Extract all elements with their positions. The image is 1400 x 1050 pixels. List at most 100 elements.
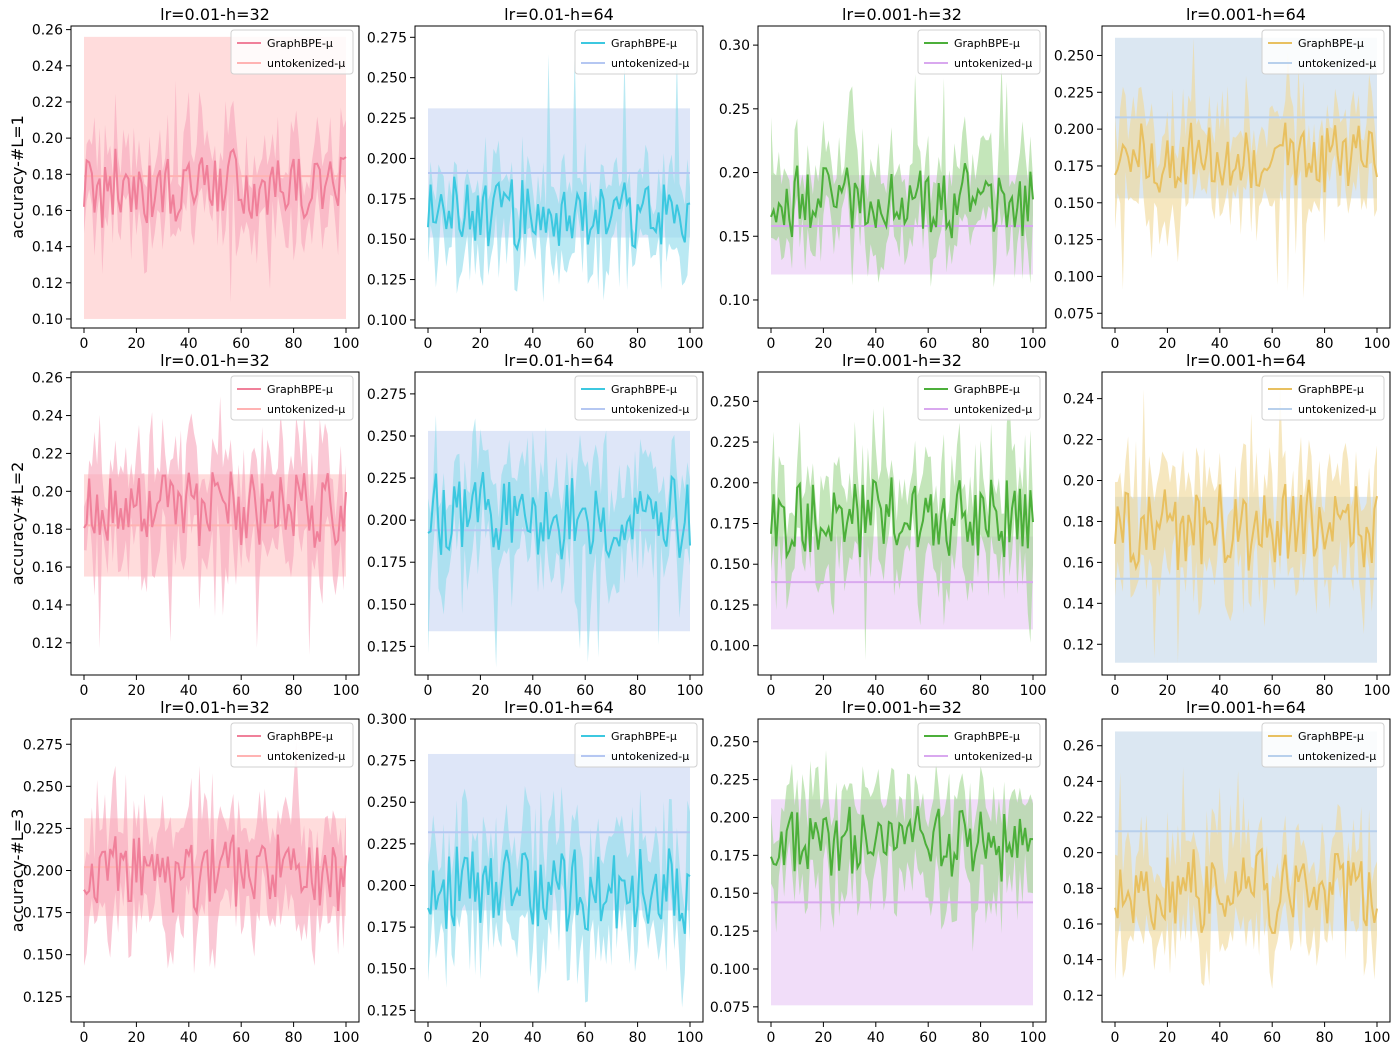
y-tick-label: 0.250	[23, 779, 63, 795]
y-tick-label: 0.22	[32, 446, 63, 462]
y-tick-label: 0.200	[367, 878, 407, 894]
legend: GraphBPE-μ untokenized-μ	[230, 722, 354, 768]
x-tick-label: 40	[524, 336, 542, 352]
legend: GraphBPE-μ untokenized-μ	[230, 29, 354, 75]
y-tick-label: 0.150	[367, 597, 407, 613]
y-tick-label: 0.26	[32, 371, 63, 387]
y-tick-label: 0.10	[32, 312, 63, 328]
subplot-2: 0 20 40 60 80 100 0.100 0.125 0.150 0.175 0.200 0.2…	[367, 5, 704, 352]
legend-label: untokenized-μ	[954, 403, 1032, 416]
legend-box	[230, 29, 354, 75]
legend-box	[917, 29, 1041, 75]
legend-label: GraphBPE-μ	[1298, 730, 1364, 743]
y-tick-label: 0.125	[23, 990, 63, 1006]
x-tick-label: 40	[1211, 336, 1229, 352]
legend: GraphBPE-μ untokenized-μ	[917, 375, 1041, 421]
x-tick-label: 100	[1020, 683, 1047, 699]
y-tick-label: 0.22	[1063, 433, 1094, 449]
y-tick-label: 0.20	[719, 166, 750, 182]
subplot-title: lr=0.01-h=64	[504, 698, 614, 717]
axes-frame	[1101, 25, 1391, 329]
graphbpe-mean-line	[1114, 122, 1378, 193]
y-tick-label: 0.30	[719, 38, 750, 54]
graphbpe-mean-line	[427, 472, 691, 560]
y-tick-label: 0.225	[23, 821, 63, 837]
subplot-title: lr=0.001-h=64	[1186, 698, 1306, 717]
y-tick-label: 0.24	[32, 59, 63, 75]
legend-label: untokenized-μ	[267, 57, 345, 70]
x-tick-label: 40	[867, 1030, 885, 1046]
subplot-title: lr=0.001-h=64	[1186, 351, 1306, 370]
legend-label: GraphBPE-μ	[611, 383, 677, 396]
y-tick-label: 0.15	[719, 229, 750, 245]
legend-label: GraphBPE-μ	[611, 37, 677, 50]
y-tick-label: 0.200	[1054, 122, 1094, 138]
x-tick-label: 100	[1364, 1030, 1391, 1046]
y-tick-label: 0.14	[1063, 596, 1094, 612]
subplot-3: 0 20 40 60 80 100 0.10 0.15 0.20 0.25 0.30 lr=0.001…	[719, 5, 1047, 352]
x-tick-label: 60	[1263, 336, 1281, 352]
y-tick-label: 0.26	[1063, 739, 1094, 755]
x-tick-label: 100	[333, 1030, 360, 1046]
x-tick-label: 20	[127, 1030, 145, 1046]
x-tick-label: 20	[471, 336, 489, 352]
axes-frame	[1101, 718, 1391, 1023]
x-tick-label: 0	[767, 683, 776, 699]
graphbpe-mean-line	[83, 147, 347, 228]
legend-label: GraphBPE-μ	[1298, 383, 1364, 396]
legend: GraphBPE-μ untokenized-μ	[574, 375, 698, 421]
axes-frame	[757, 25, 1047, 329]
legend-label: untokenized-μ	[611, 750, 689, 763]
x-tick-label: 20	[1158, 1030, 1176, 1046]
subplot-title: lr=0.001-h=32	[842, 5, 962, 24]
axes-frame	[414, 25, 704, 329]
x-tick-label: 40	[867, 683, 885, 699]
axes-frame	[414, 371, 704, 676]
y-tick-label: 0.250	[710, 394, 750, 410]
legend-label: untokenized-μ	[267, 750, 345, 763]
y-tick-label: 0.18	[32, 167, 63, 183]
subplot-11: 0 20 40 60 80 100 0.075 0.100 0.125 0.150 0.175 0.2…	[710, 698, 1047, 1046]
subplot-title: lr=0.001-h=64	[1186, 5, 1306, 24]
legend-label: GraphBPE-μ	[267, 383, 333, 396]
y-tick-label: 0.25	[719, 102, 750, 118]
x-tick-label: 100	[677, 336, 704, 352]
graphbpe-band	[1115, 38, 1377, 299]
x-tick-label: 100	[1364, 336, 1391, 352]
graphbpe-mean-line	[1114, 847, 1378, 934]
y-tick-label: 0.22	[32, 95, 63, 111]
y-tick-label: 0.175	[367, 920, 407, 936]
y-tick-label: 0.225	[710, 435, 750, 451]
y-tick-label: 0.100	[1054, 269, 1094, 285]
y-tick-label: 0.275	[23, 737, 63, 753]
y-tick-label: 0.18	[32, 522, 63, 538]
subplot-12: 0 20 40 60 80 100 0.12 0.14 0.16 0.18 0.20 0.22 0.24…	[1063, 698, 1391, 1046]
y-tick-label: 0.275	[367, 30, 407, 46]
y-tick-label: 0.100	[710, 962, 750, 978]
y-tick-label: 0.075	[710, 1000, 750, 1016]
subplot-title: lr=0.001-h=32	[842, 698, 962, 717]
y-tick-label: 0.250	[367, 71, 407, 87]
x-tick-label: 100	[333, 683, 360, 699]
y-tick-label: 0.16	[32, 560, 63, 576]
y-tick-label: 0.12	[32, 636, 63, 652]
y-tick-label: 0.200	[710, 810, 750, 826]
x-tick-label: 60	[232, 1030, 250, 1046]
legend-label: GraphBPE-μ	[611, 730, 677, 743]
graphbpe-mean-line	[770, 477, 1034, 560]
y-tick-label: 0.24	[1063, 392, 1094, 408]
y-tick-label: 0.200	[367, 151, 407, 167]
legend-label: untokenized-μ	[611, 403, 689, 416]
x-tick-label: 100	[333, 336, 360, 352]
legend-box	[574, 29, 698, 75]
x-tick-label: 40	[180, 336, 198, 352]
graphbpe-band	[84, 741, 346, 974]
x-tick-label: 60	[919, 683, 937, 699]
legend-label: GraphBPE-μ	[954, 730, 1020, 743]
x-tick-label: 80	[1316, 1030, 1334, 1046]
legend-box	[917, 375, 1041, 421]
x-tick-label: 40	[1211, 683, 1229, 699]
y-tick-label: 0.175	[1054, 159, 1094, 175]
axes-frame	[414, 718, 704, 1023]
y-tick-label: 0.200	[367, 513, 407, 529]
